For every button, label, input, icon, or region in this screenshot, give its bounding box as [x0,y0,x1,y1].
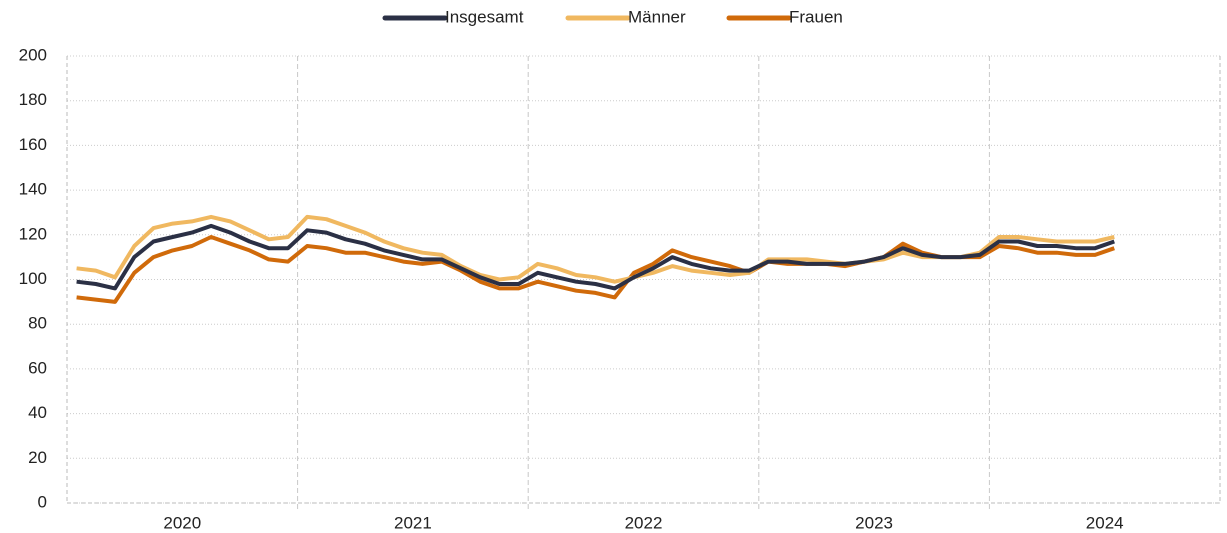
x-tick-label: 2022 [625,513,663,532]
x-tick-label: 2020 [163,513,201,532]
legend-label: Insgesamt [445,7,524,26]
y-tick-label: 120 [19,224,47,243]
legend-label: Männer [628,7,686,26]
line-series [76,214,1115,284]
y-tick-label: 0 [38,492,47,511]
y-tick-label: 20 [28,448,47,467]
y-tick-label: 180 [19,90,47,109]
y-tick-label: 200 [19,45,47,64]
legend-label: Frauen [789,7,843,26]
y-tick-label: 40 [28,403,47,422]
y-tick-label: 60 [28,358,47,377]
line-series [76,223,1115,291]
y-tick-label: 80 [28,314,47,333]
x-tick-label: 2023 [855,513,893,532]
x-tick-label: 2021 [394,513,432,532]
y-tick-label: 100 [19,269,47,288]
x-tick-label: 2024 [1086,513,1124,532]
line-series [76,235,1115,304]
y-tick-label: 140 [19,180,47,199]
y-tick-label: 160 [19,135,47,154]
